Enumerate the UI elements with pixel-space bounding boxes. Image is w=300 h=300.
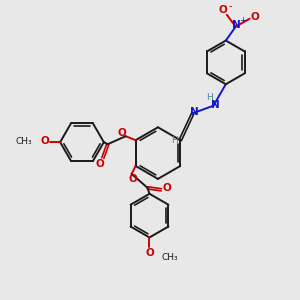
Text: O: O xyxy=(41,136,50,146)
Text: O: O xyxy=(95,159,104,169)
Text: CH₃: CH₃ xyxy=(16,137,32,146)
Text: -: - xyxy=(228,1,232,11)
Text: N: N xyxy=(232,20,241,30)
Text: +: + xyxy=(239,16,246,25)
Text: CH₃: CH₃ xyxy=(161,253,178,262)
Text: O: O xyxy=(163,183,172,193)
Text: O: O xyxy=(218,5,227,15)
Text: O: O xyxy=(117,128,126,138)
Text: N: N xyxy=(190,107,199,117)
Text: H: H xyxy=(206,93,213,102)
Text: H: H xyxy=(171,136,178,145)
Text: O: O xyxy=(250,12,259,22)
Text: N: N xyxy=(211,100,220,110)
Text: O: O xyxy=(145,248,154,258)
Text: O: O xyxy=(128,174,137,184)
